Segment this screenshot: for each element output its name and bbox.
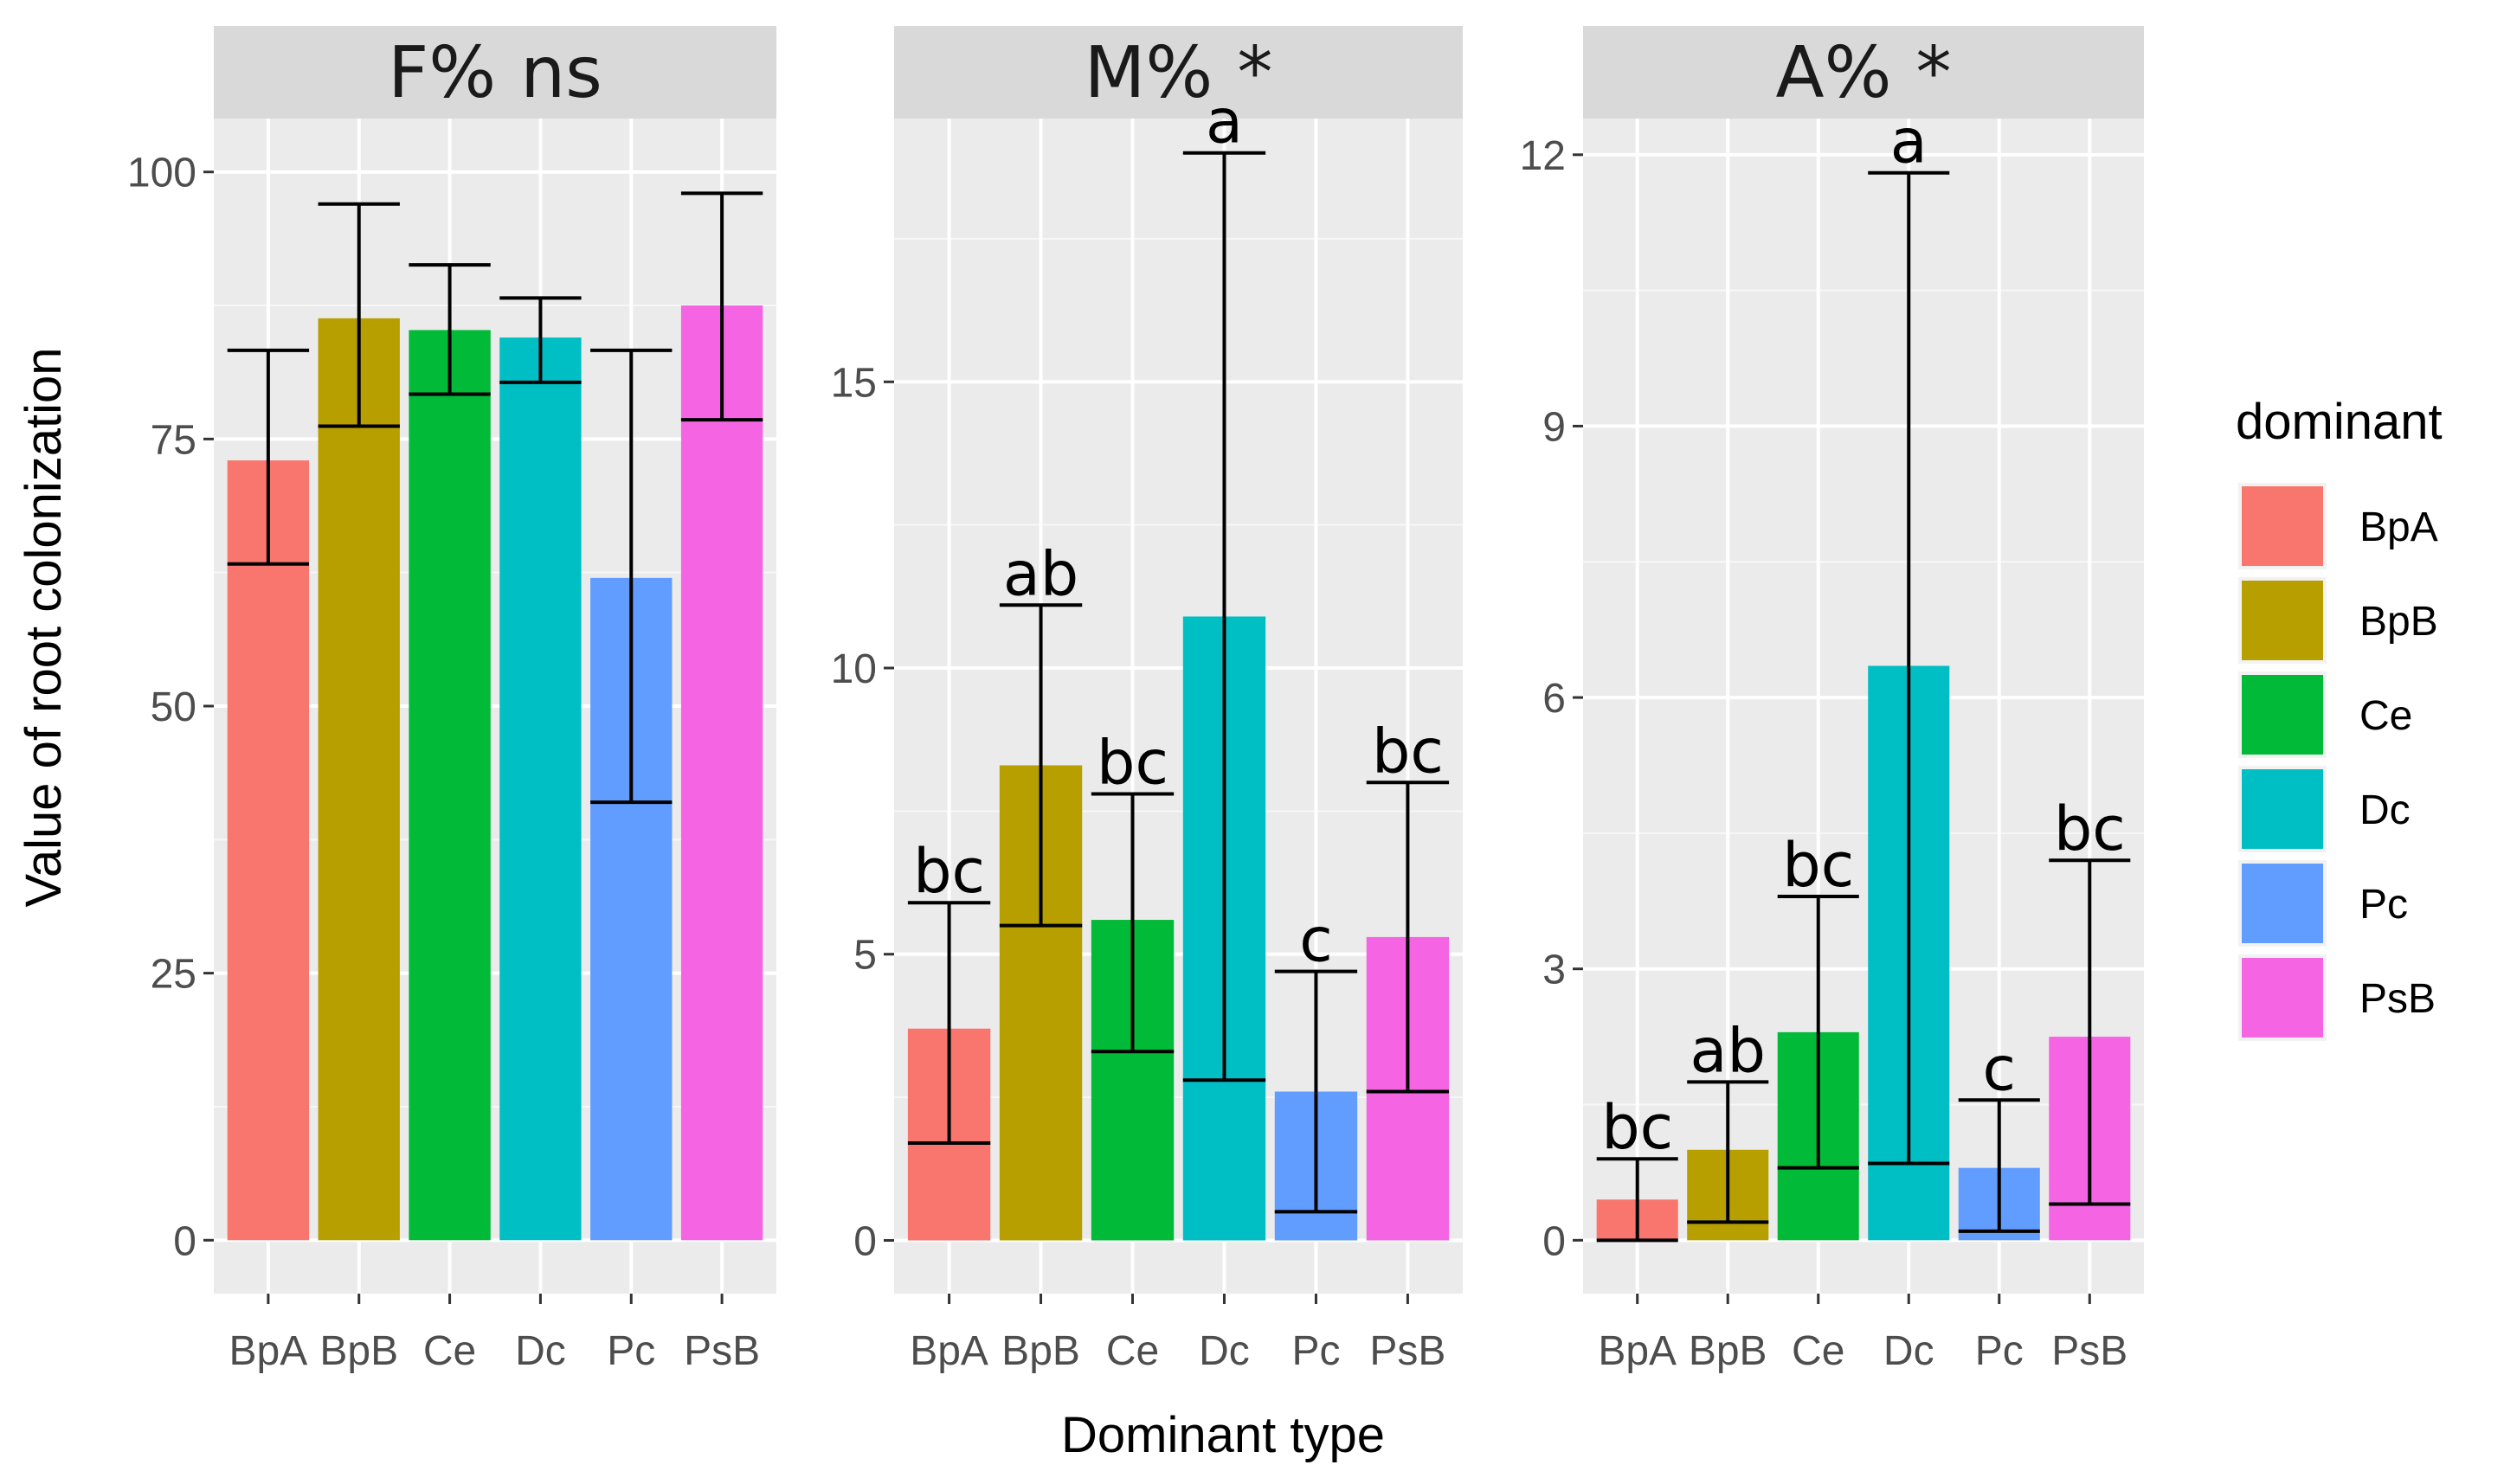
legend-label-PsB: PsB bbox=[2359, 976, 2436, 1022]
y-tick-label: 3 bbox=[1542, 948, 1566, 993]
x-tick-label: Dc bbox=[1883, 1328, 1934, 1374]
panel-2: M% * 0 5 10 15 BpA BpB Ce Dc Pc PsB bc ab bc a c bc bbox=[831, 26, 1463, 1374]
panel-title: F% bbox=[388, 32, 496, 114]
y-tick-label: 75 bbox=[151, 417, 196, 463]
significance-letter: a bbox=[1890, 106, 1928, 177]
legend-label-Dc: Dc bbox=[2359, 787, 2411, 833]
x-tick-label: BpB bbox=[319, 1328, 398, 1374]
significance-letter: a bbox=[1206, 87, 1243, 157]
x-tick-label: Ce bbox=[1792, 1328, 1844, 1374]
legend-label-BpB: BpB bbox=[2359, 599, 2438, 645]
panel-significance: * bbox=[1237, 32, 1272, 114]
x-tick-label: Pc bbox=[607, 1328, 655, 1374]
bar-Ce bbox=[409, 330, 491, 1241]
significance-letter: ab bbox=[1003, 538, 1078, 609]
panel-strip bbox=[894, 26, 1463, 119]
legend-swatch-Dc bbox=[2242, 769, 2323, 849]
y-tick-label: 12 bbox=[1520, 133, 1566, 179]
significance-letter: c bbox=[1299, 905, 1333, 976]
panel-title: A% bbox=[1775, 32, 1891, 114]
panel-significance: * bbox=[1916, 32, 1952, 114]
bar-Dc bbox=[499, 337, 582, 1241]
y-tick-label: 5 bbox=[853, 933, 877, 979]
panel-significance: ns bbox=[520, 32, 602, 114]
x-tick-label: PsB bbox=[1369, 1328, 1445, 1374]
significance-letter: c bbox=[1983, 1033, 2017, 1104]
significance-letter: bc bbox=[913, 836, 985, 907]
x-tick-label: BpA bbox=[910, 1328, 988, 1374]
x-tick-label: BpB bbox=[1689, 1328, 1767, 1374]
panel-1: F% ns 0 25 50 75 100 BpA BpB Ce Dc Pc PsB bbox=[127, 26, 776, 1374]
x-tick-label: Pc bbox=[1291, 1328, 1340, 1374]
legend: dominant BpA BpB Ce Dc Pc PsB bbox=[2236, 394, 2443, 1041]
x-tick-label: PsB bbox=[2051, 1328, 2127, 1374]
y-axis-title: Value of root colonization bbox=[16, 347, 72, 907]
significance-letter: bc bbox=[1372, 716, 1444, 787]
significance-letter: bc bbox=[1097, 728, 1168, 799]
panel-strip-title: A% * bbox=[1775, 32, 1951, 114]
significance-letter: ab bbox=[1690, 1015, 1766, 1086]
legend-swatch-PsB bbox=[2242, 958, 2323, 1038]
legend-label-BpA: BpA bbox=[2359, 504, 2438, 550]
legend-entries: BpA BpB Ce Dc Pc PsB bbox=[2238, 483, 2438, 1041]
x-tick-label: Pc bbox=[1975, 1328, 2024, 1374]
y-tick-label: 10 bbox=[831, 646, 877, 692]
legend-title: dominant bbox=[2236, 394, 2443, 450]
legend-label-Ce: Ce bbox=[2359, 693, 2412, 739]
significance-letter: bc bbox=[1782, 830, 1854, 901]
panel-strip-title: F% ns bbox=[388, 32, 602, 114]
x-tick-label: Ce bbox=[423, 1328, 476, 1374]
y-tick-label: 15 bbox=[831, 360, 877, 406]
panel-title: M% bbox=[1085, 32, 1213, 114]
x-tick-label: BpB bbox=[1001, 1328, 1080, 1374]
y-tick-label: 25 bbox=[151, 952, 196, 998]
y-tick-label: 9 bbox=[1542, 404, 1566, 450]
panel-strip bbox=[1583, 26, 2144, 119]
y-tick-label: 50 bbox=[151, 684, 196, 730]
bar-BpA bbox=[227, 460, 310, 1241]
x-tick-label: Dc bbox=[515, 1328, 566, 1374]
x-tick-label: BpA bbox=[229, 1328, 308, 1374]
panel-strip-title: M% * bbox=[1085, 32, 1273, 114]
legend-label-Pc: Pc bbox=[2359, 882, 2408, 928]
significance-letter: bc bbox=[2054, 793, 2126, 864]
bar-PsB bbox=[680, 305, 763, 1241]
x-tick-label: Dc bbox=[1199, 1328, 1250, 1374]
x-tick-label: BpA bbox=[1598, 1328, 1677, 1374]
x-tick-label: PsB bbox=[684, 1328, 760, 1374]
y-tick-label: 0 bbox=[853, 1218, 877, 1264]
y-tick-label: 0 bbox=[1542, 1218, 1566, 1264]
x-tick-label: Ce bbox=[1106, 1328, 1159, 1374]
legend-swatch-BpB bbox=[2242, 581, 2323, 660]
legend-swatch-BpA bbox=[2242, 486, 2323, 566]
significance-letter: bc bbox=[1601, 1092, 1673, 1163]
y-tick-label: 6 bbox=[1542, 676, 1566, 722]
y-tick-label: 0 bbox=[173, 1218, 196, 1264]
legend-swatch-Ce bbox=[2242, 675, 2323, 755]
x-axis-title: Dominant type bbox=[1061, 1407, 1385, 1463]
bar-BpB bbox=[318, 318, 400, 1241]
legend-swatch-Pc bbox=[2242, 864, 2323, 943]
y-tick-label: 100 bbox=[127, 151, 196, 196]
panel-strip bbox=[214, 26, 776, 119]
